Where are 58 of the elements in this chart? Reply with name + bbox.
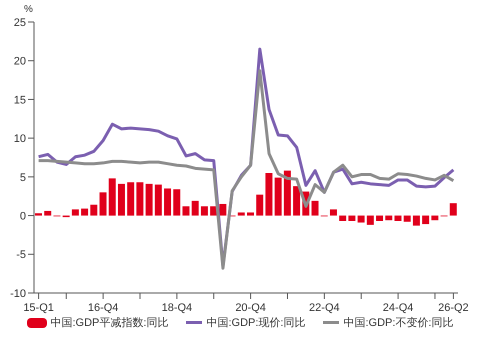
bar xyxy=(293,186,300,216)
legend-label: 中国:GDP平减指数:同比 xyxy=(50,316,168,330)
bar xyxy=(136,182,144,216)
y-tick-label: 10 xyxy=(14,133,26,146)
bar xyxy=(200,206,208,216)
x-tick-label: 22-Q4 xyxy=(309,302,340,314)
x-tick-label: 26-Q2 xyxy=(438,302,469,314)
bar xyxy=(173,189,180,216)
bar xyxy=(394,216,402,221)
bar xyxy=(366,216,374,225)
bar xyxy=(265,172,272,216)
bar xyxy=(450,203,457,216)
bar xyxy=(44,210,52,216)
x-tick-label: 20-Q4 xyxy=(235,302,266,314)
y-tick-label: 5 xyxy=(20,172,26,184)
bar xyxy=(431,216,438,220)
legend-label: 中国:GDP:不变价:同比 xyxy=(343,316,454,330)
y-tick-label: 15 xyxy=(14,94,26,106)
bar xyxy=(219,204,226,216)
bar xyxy=(358,216,365,223)
bar xyxy=(274,178,282,216)
bar xyxy=(182,206,190,216)
x-tick-label: 15-Q1 xyxy=(23,302,54,314)
x-tick-label: 24-Q4 xyxy=(382,302,414,314)
bar xyxy=(35,213,42,216)
y-tick-label: 0 xyxy=(20,210,26,222)
bar xyxy=(164,188,172,216)
bar xyxy=(330,209,337,216)
bar xyxy=(256,194,264,216)
y-tick-label: -10 xyxy=(10,288,26,300)
bar xyxy=(404,216,411,222)
y-tick-label: 25 xyxy=(14,16,26,29)
bar xyxy=(412,216,420,226)
bar xyxy=(385,216,392,220)
bar xyxy=(238,212,245,216)
y-tick-label: 20 xyxy=(14,56,26,68)
bar xyxy=(422,216,430,224)
bar xyxy=(108,178,116,216)
bar xyxy=(247,212,254,216)
bar xyxy=(339,216,346,221)
bar xyxy=(192,200,199,216)
bar xyxy=(284,170,291,216)
bar xyxy=(348,216,356,221)
y-axis-title: % xyxy=(24,4,33,15)
x-tick-label: 18-Q4 xyxy=(162,302,192,314)
bar xyxy=(72,209,79,216)
bar xyxy=(81,208,88,216)
bar xyxy=(154,184,162,216)
bar xyxy=(127,182,134,216)
bar xyxy=(376,216,384,221)
bar xyxy=(146,184,153,216)
bar xyxy=(100,192,107,216)
bar xyxy=(90,204,98,216)
bar xyxy=(312,200,319,216)
bar xyxy=(118,184,125,216)
x-tick-label: 16-Q4 xyxy=(88,302,118,314)
legend-label: 中国:GDP:现价:同比 xyxy=(206,316,306,330)
y-tick-label: -5 xyxy=(16,249,26,262)
